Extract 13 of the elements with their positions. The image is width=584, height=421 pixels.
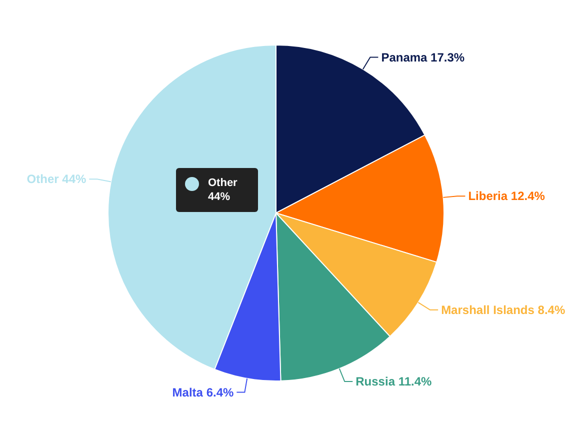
data-label: 44% <box>62 172 86 186</box>
data-label: 11.4% <box>398 374 432 389</box>
slice-label: Russia <box>356 374 396 389</box>
slice-label: Marshall Islands <box>441 302 534 317</box>
slice-label: Panama <box>381 50 428 64</box>
text: Other 44% <box>208 177 238 203</box>
data-label: 8.4% <box>538 302 566 317</box>
slice-label: Malta <box>172 385 203 400</box>
data-label: 17.3% <box>430 50 465 64</box>
slice-label: Liberia <box>468 189 508 204</box>
slice-label: Other <box>26 172 59 186</box>
data-label: 12.4% <box>510 189 545 204</box>
data-label: 6.4% <box>206 385 234 400</box>
